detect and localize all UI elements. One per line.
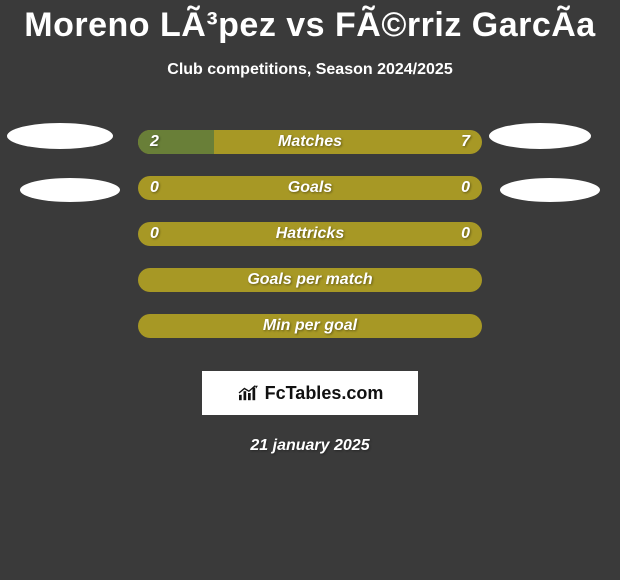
stat-label: Matches xyxy=(278,133,342,151)
stats-container: Matches 2 7 Goals 0 0 Hattricks 0 0 Goals per mat… xyxy=(0,119,620,349)
stat-label: Goals xyxy=(288,179,332,197)
date-text: 21 january 2025 xyxy=(0,437,620,455)
subtitle: Club competitions, Season 2024/2025 xyxy=(0,61,620,79)
stat-left-value: 0 xyxy=(150,179,159,197)
chart-icon xyxy=(237,384,259,402)
stat-bar: Matches 2 7 xyxy=(138,130,482,154)
player-oval xyxy=(7,123,113,149)
stat-label: Min per goal xyxy=(263,317,357,335)
stat-label: Hattricks xyxy=(276,225,344,243)
stat-label: Goals per match xyxy=(247,271,372,289)
stat-bar: Hattricks 0 0 xyxy=(138,222,482,246)
player-oval xyxy=(20,178,120,202)
page-title: Moreno LÃ³pez vs FÃ©rriz GarcÃ­a xyxy=(0,0,620,45)
stat-bar: Min per goal xyxy=(138,314,482,338)
stat-row: Goals per match xyxy=(0,257,620,303)
stat-left-value: 0 xyxy=(150,225,159,243)
stat-left-value: 2 xyxy=(150,133,159,151)
stat-right-value: 0 xyxy=(461,179,470,197)
player-oval xyxy=(500,178,600,202)
stat-bar: Goals per match xyxy=(138,268,482,292)
stat-bar: Goals 0 0 xyxy=(138,176,482,200)
logo-text: FcTables.com xyxy=(265,383,384,404)
player-oval xyxy=(489,123,591,149)
stat-row: Hattricks 0 0 xyxy=(0,211,620,257)
stat-right-value: 7 xyxy=(461,133,470,151)
stat-right-value: 0 xyxy=(461,225,470,243)
logo-box: FcTables.com xyxy=(202,371,418,415)
stat-row: Min per goal xyxy=(0,303,620,349)
